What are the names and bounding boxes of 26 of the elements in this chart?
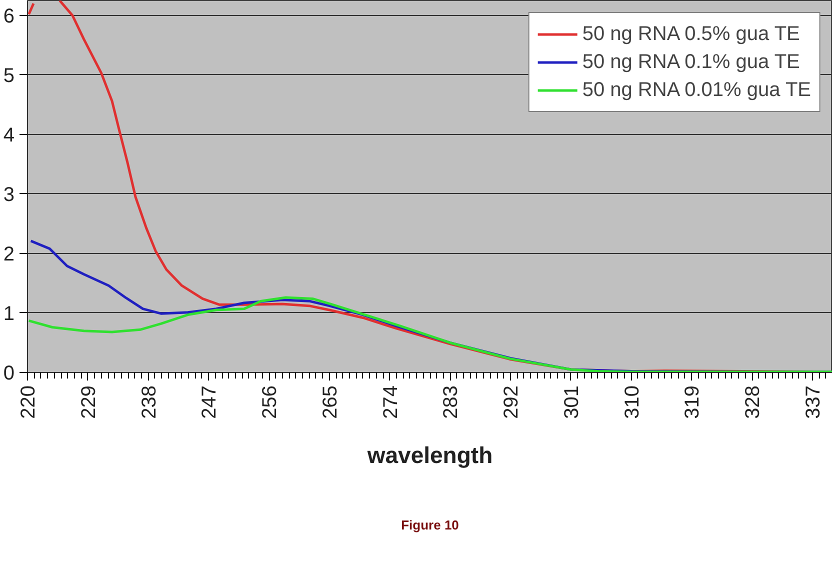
y-tick-label: 3 <box>3 184 14 206</box>
x-axis-title: wavelength <box>366 442 493 468</box>
x-tick-label: 319 <box>682 385 704 419</box>
x-tick-label: 310 <box>621 385 644 419</box>
legend-label: 50 ng RNA 0.01% gua TE <box>582 78 811 102</box>
x-tick-label: 337 <box>802 385 824 419</box>
x-tick-label: 301 <box>560 385 583 419</box>
y-tick-label: 2 <box>3 243 14 266</box>
y-tick-label: 0 <box>3 362 14 384</box>
x-tick-label: 265 <box>319 385 342 419</box>
x-tick-label: 283 <box>440 385 462 419</box>
y-tick-label: 1 <box>3 302 14 325</box>
y-tick-label: 4 <box>3 124 14 146</box>
x-tick-label: 247 <box>198 385 221 419</box>
y-tick-label: 5 <box>3 64 14 87</box>
x-tick-label: 256 <box>259 385 281 419</box>
x-tick-label: 229 <box>78 385 100 419</box>
x-tick-label: 220 <box>18 385 40 419</box>
caption: Figure 10 <box>401 518 459 532</box>
x-tick-label: 274 <box>380 385 402 419</box>
x-tick-label: 292 <box>500 385 522 419</box>
y-tick-label: 6 <box>3 5 14 28</box>
x-tick-label: 238 <box>138 385 160 419</box>
legend-label: 50 ng RNA 0.5% gua TE <box>582 22 800 46</box>
x-tick-label: 328 <box>742 385 764 419</box>
legend-label: 50 ng RNA 0.1% gua TE <box>582 50 800 74</box>
